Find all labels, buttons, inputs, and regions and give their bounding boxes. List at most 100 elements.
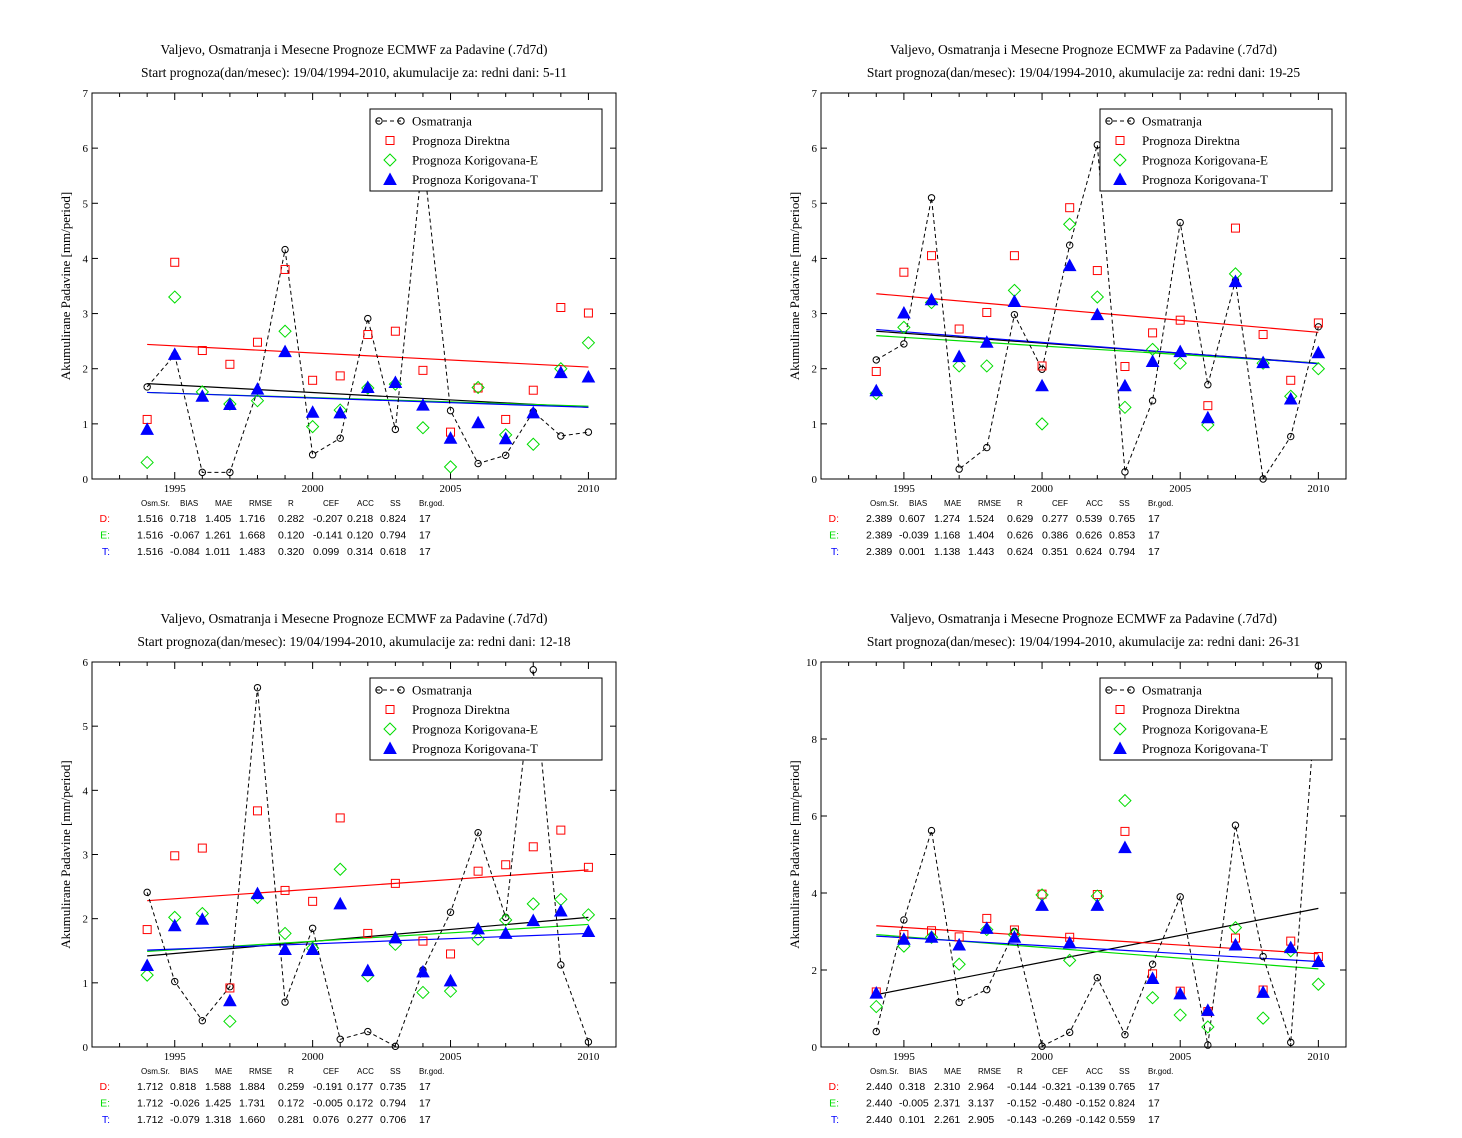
diamond-point — [1173, 356, 1187, 370]
legend-box — [1099, 677, 1333, 761]
stats-cell: 0.824 — [380, 513, 406, 525]
stats-cell: 17 — [419, 530, 431, 542]
circle-point — [927, 826, 936, 835]
stats-row-label: E: — [100, 1098, 110, 1110]
circle-point — [364, 1027, 372, 1036]
diamond-point — [305, 419, 320, 434]
y-tick-label: 5 — [83, 198, 89, 210]
legend-circle-icon — [1127, 117, 1135, 125]
diamond-point — [498, 913, 513, 927]
chart-panel-1: Valjevo, Osmatranja i Mesecne Prognoze E… — [58, 42, 617, 558]
legend-triangle-icon — [383, 172, 397, 185]
triangle-point — [195, 389, 210, 402]
triangle-point — [388, 375, 403, 388]
circle-point — [1121, 468, 1129, 476]
triangle-point — [140, 422, 155, 435]
x-tick-label: 2005 — [1169, 1051, 1192, 1063]
stats-cell: -0.480 — [1042, 1098, 1072, 1110]
trend-line-3 — [147, 391, 589, 408]
y-tick-label: 6 — [83, 143, 89, 155]
circle-point — [1121, 1030, 1129, 1039]
plot-frame — [91, 92, 617, 480]
stats-header-cell: Osm.Sr. — [141, 1067, 170, 1076]
triangle-point — [1145, 354, 1160, 368]
circle-point — [1093, 974, 1102, 982]
diamond-point — [223, 1014, 237, 1029]
y-axis-label: Akumulirane Padavine [mm/period] — [58, 192, 73, 380]
square-point — [280, 885, 290, 895]
stats-row-label: T: — [102, 546, 110, 558]
legend-diamond-icon — [383, 153, 397, 167]
stats-cell: 0.765 — [1109, 1081, 1135, 1093]
y-tick-label: 1 — [83, 978, 89, 990]
y-tick-label: 0 — [812, 474, 818, 486]
diamond-point — [897, 320, 911, 335]
triangle-point — [1283, 940, 1298, 954]
triangle-point — [305, 405, 320, 418]
stats-cell: 0.607 — [899, 513, 925, 525]
stats-header-cell: CEF — [1052, 1067, 1068, 1076]
y-tick-label: 3 — [83, 309, 89, 321]
triangle-point — [388, 930, 403, 944]
legend-label: Prognoza Korigovana-E — [1142, 153, 1268, 168]
stats-cell: 0.706 — [380, 1114, 406, 1126]
square-point — [528, 842, 538, 852]
stats-header-cell: SS — [1119, 1067, 1130, 1076]
triangle-point — [553, 365, 568, 379]
stats-cell: -0.026 — [170, 1098, 200, 1110]
y-tick-label: 0 — [83, 474, 89, 486]
circle-point — [983, 443, 991, 452]
diamond-point — [581, 908, 596, 922]
stats-cell: 0.172 — [347, 1098, 373, 1110]
triangle-point — [443, 973, 458, 987]
stats-header-cell: ACC — [1086, 499, 1103, 508]
stats-row-label: T: — [102, 1114, 110, 1126]
triangle-point — [498, 926, 513, 939]
x-tick-label: 2010 — [577, 483, 600, 495]
stats-row-label: E: — [100, 530, 110, 542]
legend-triangle-icon — [1113, 741, 1127, 754]
stats-cell: 2.440 — [866, 1098, 892, 1110]
square-point — [501, 860, 511, 870]
triangle-point — [471, 415, 485, 429]
square-point — [1037, 361, 1047, 371]
stats-cell: -0.152 — [1007, 1098, 1037, 1110]
triangle-point — [553, 903, 568, 917]
triangle-point — [1145, 971, 1160, 984]
square-point — [528, 385, 538, 395]
diamond-point — [526, 437, 540, 451]
triangle-point — [1035, 378, 1049, 392]
square-point — [252, 337, 262, 347]
diamond-point — [1062, 953, 1077, 968]
square-point — [899, 267, 909, 277]
stats-cell: 0.794 — [1109, 546, 1135, 558]
stats-cell: 0.818 — [170, 1081, 196, 1093]
y-tick-label: 1 — [812, 419, 818, 431]
stats-cell: 1.712 — [137, 1098, 163, 1110]
square-point — [1120, 362, 1130, 372]
stats-cell: 2.964 — [968, 1081, 994, 1093]
y-tick-label: 6 — [812, 811, 818, 823]
chart-title: Valjevo, Osmatranja i Mesecne Prognoze E… — [890, 611, 1277, 626]
square-point — [197, 346, 207, 356]
y-tick-label: 6 — [83, 657, 89, 669]
circle-point — [198, 1016, 207, 1025]
trend-line-0 — [147, 916, 589, 957]
triangle-point — [952, 937, 967, 951]
triangle-point — [416, 964, 430, 978]
stats-header-cell: Br.god. — [1148, 1067, 1173, 1076]
circle-point — [1065, 241, 1074, 249]
legend-diamond-icon — [383, 722, 397, 736]
triangle-point — [1311, 345, 1326, 359]
circle-point — [143, 888, 151, 897]
stats-cell: 2.440 — [866, 1081, 892, 1093]
y-tick-label: 5 — [812, 198, 818, 210]
stats-cell: 17 — [1148, 1098, 1160, 1110]
circle-point — [1176, 218, 1184, 227]
square-point — [871, 366, 881, 376]
circle-point — [143, 383, 151, 391]
y-tick-label: 7 — [83, 88, 89, 100]
square-point — [1120, 826, 1130, 836]
square-point — [1148, 328, 1158, 338]
